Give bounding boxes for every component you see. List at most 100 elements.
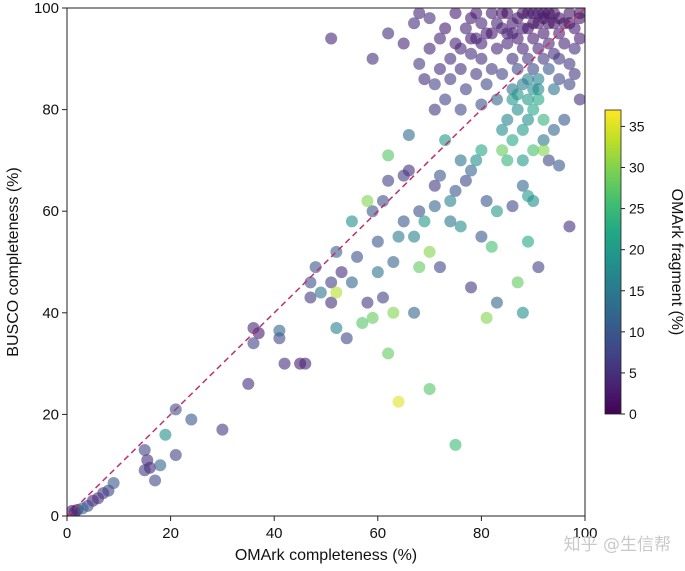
data-point — [428, 179, 441, 192]
data-point — [496, 8, 509, 20]
data-point — [475, 230, 488, 243]
data-point — [444, 195, 457, 208]
data-point — [516, 42, 529, 55]
colorbar-title: OMArk fragment (%) — [668, 189, 685, 336]
data-point — [485, 27, 498, 40]
data-point — [553, 73, 566, 86]
data-point — [558, 113, 571, 126]
data-point — [542, 62, 555, 75]
data-point — [371, 235, 384, 248]
data-point — [439, 93, 452, 106]
data-point — [449, 438, 462, 451]
data-point — [387, 256, 400, 268]
data-point — [449, 184, 462, 197]
data-point — [382, 27, 395, 40]
data-point — [325, 276, 338, 289]
data-point — [547, 83, 560, 96]
data-point — [506, 17, 519, 30]
data-point — [470, 154, 483, 167]
data-point — [568, 68, 581, 81]
data-point — [465, 164, 478, 177]
data-point — [527, 62, 540, 75]
data-point — [490, 42, 503, 55]
data-point — [273, 324, 286, 337]
data-point — [490, 93, 503, 106]
data-point — [361, 296, 374, 309]
data-point — [413, 205, 426, 218]
data-point — [527, 32, 540, 45]
data-point — [397, 169, 410, 182]
data-point — [433, 32, 446, 45]
data-point — [382, 347, 395, 360]
data-point — [537, 134, 550, 147]
data-point — [141, 454, 154, 467]
data-point — [573, 93, 585, 106]
data-point — [439, 22, 452, 35]
data-point — [76, 502, 89, 515]
data-point — [480, 311, 493, 324]
colorbar-tick-label: 35 — [629, 118, 645, 134]
data-point — [522, 235, 535, 248]
data-point — [444, 215, 457, 228]
data-point — [501, 37, 514, 50]
colorbar-tick-label: 5 — [629, 365, 637, 381]
data-point — [563, 57, 576, 70]
data-point — [454, 42, 467, 55]
data-point — [568, 42, 581, 55]
data-point — [532, 8, 545, 20]
data-point — [304, 276, 317, 289]
data-point — [490, 17, 503, 30]
data-point — [501, 27, 514, 40]
data-point — [159, 428, 172, 441]
data-point — [247, 337, 260, 350]
data-point — [335, 266, 348, 279]
data-point — [573, 32, 585, 45]
data-point — [516, 8, 529, 20]
data-point — [423, 383, 436, 395]
data-point — [480, 195, 493, 208]
watermark: 知乎 @生信帮 — [563, 535, 671, 555]
y-tick-label: 20 — [42, 406, 59, 423]
colorbar-tick-label: 0 — [629, 406, 637, 422]
data-point — [563, 8, 576, 20]
data-point — [527, 83, 540, 96]
data-point — [506, 52, 519, 65]
data-point — [242, 377, 255, 390]
data-point — [371, 266, 384, 279]
data-point — [408, 230, 421, 243]
data-point — [490, 205, 503, 218]
data-point — [532, 93, 545, 106]
data-point — [299, 357, 312, 370]
data-point — [516, 22, 529, 35]
data-point — [408, 306, 421, 319]
data-point — [470, 8, 483, 20]
data-point — [511, 32, 524, 45]
data-point — [154, 459, 167, 472]
data-point — [522, 189, 535, 202]
data-point — [485, 62, 498, 75]
data-point — [496, 123, 509, 136]
data-point — [465, 281, 478, 294]
data-point — [527, 103, 540, 116]
data-point — [511, 276, 524, 289]
data-point — [366, 52, 379, 65]
data-point — [532, 73, 545, 86]
plot-frame — [66, 7, 586, 517]
y-tick-label: 0 — [51, 508, 59, 525]
data-point — [444, 73, 457, 86]
data-point — [485, 240, 498, 253]
data-points — [67, 8, 585, 516]
data-point — [382, 174, 395, 187]
data-point — [413, 57, 426, 70]
data-point — [325, 296, 338, 309]
data-point — [506, 200, 519, 213]
colorbar-tick-label: 20 — [629, 242, 645, 258]
data-point — [485, 8, 498, 20]
colorbar-tick-label: 25 — [629, 201, 645, 217]
data-point — [480, 78, 493, 91]
data-point — [506, 134, 519, 147]
data-point — [216, 423, 229, 436]
data-point — [169, 449, 182, 462]
colorbar-tick-label: 15 — [629, 283, 645, 299]
